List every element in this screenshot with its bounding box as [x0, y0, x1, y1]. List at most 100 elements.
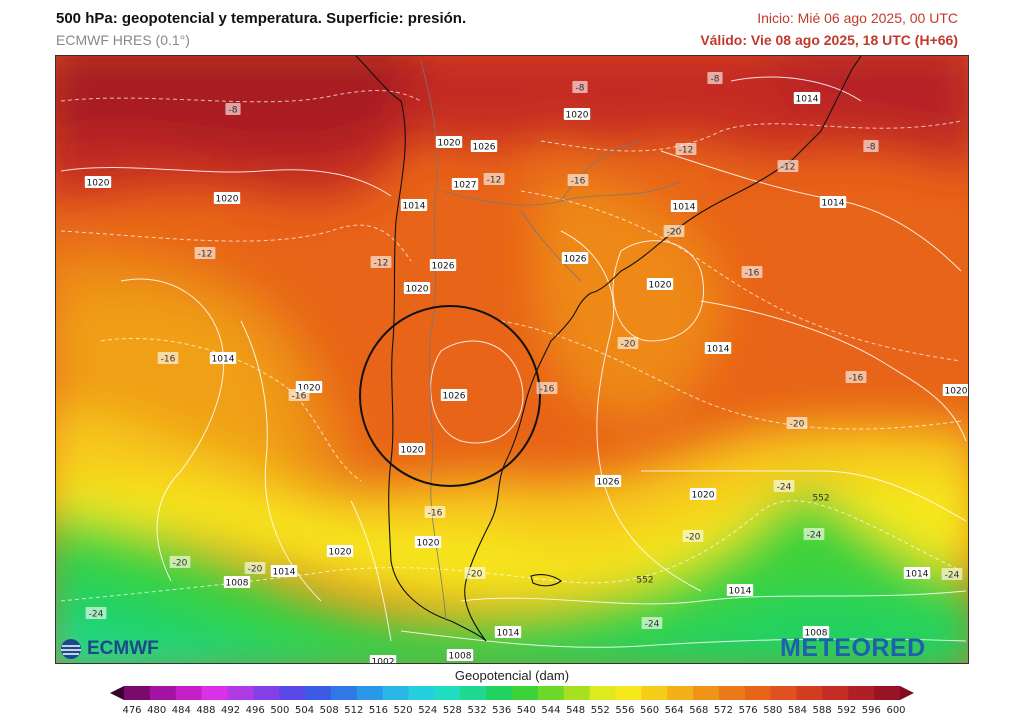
colorbar-arrow-left [110, 686, 124, 700]
isobar-labels: 1020 1020 1014 1020 1020 1008 1014 1002 1008 1014… [84, 92, 968, 663]
isotherm-label-bg [863, 140, 879, 152]
isobar-label: 1014 [673, 203, 696, 213]
isobar-label-bg [270, 565, 298, 577]
colorbar-arrow-right [900, 686, 914, 700]
colorbar-segment [356, 686, 384, 700]
isotherm-label-bg [288, 389, 310, 401]
colorbar-tick-label: 596 [861, 705, 881, 716]
isobar-label: 1014 [497, 629, 520, 639]
isobar-label-bg [793, 92, 821, 104]
colorbar-segment [589, 686, 616, 700]
isotherm-label: -24 [807, 531, 822, 541]
isotherm-label: -12 [679, 146, 694, 156]
isotherm-label-bg [157, 352, 179, 364]
colorbar-segment [874, 686, 901, 700]
colorbar-tick-label: 576 [738, 705, 758, 716]
isobar-label-bg [704, 342, 732, 354]
isobar-label-bg [369, 655, 397, 663]
isotherm-label: -12 [198, 250, 213, 260]
isotherm-label: -20 [790, 420, 805, 430]
geopotential-label: 552 [812, 494, 829, 504]
isotherm-label: -16 [745, 269, 760, 279]
colorbar-tick-label: 552 [590, 705, 610, 716]
isotherm-label-bg [169, 556, 191, 568]
colorbar-tick-label: 588 [812, 705, 832, 716]
colorbar-ticks: 476 480 484 488 492 496 500 504 508 512 516 520 524 5… [0, 705, 1024, 719]
isotherm-label-bg [572, 81, 588, 93]
isobar-label: 1014 [796, 95, 819, 105]
isotherm-label-bg [641, 617, 663, 629]
weather-map[interactable]: 1020 1020 1014 1020 1020 1008 1014 1002 1008 1014… [55, 55, 969, 664]
colorbar-tick-label: 580 [763, 705, 783, 716]
isotherm-label-bg [707, 72, 723, 84]
colorbar-segment [667, 686, 694, 700]
colorbar [110, 686, 914, 700]
isotherm-label: -16 [849, 374, 864, 384]
highlight-circle [359, 305, 541, 487]
colorbar-tick-label: 548 [566, 705, 586, 716]
isobar-label-bg [726, 584, 754, 596]
colorbar-tick-label: 532 [467, 705, 487, 716]
colorbar-segment [770, 686, 798, 700]
colorbar-tick-label: 524 [418, 705, 438, 716]
isobar-label: 1008 [226, 579, 249, 589]
colorbar-tick-label: 512 [344, 705, 364, 716]
isobar-label-bg [435, 136, 463, 148]
colorbar-tick-label: 504 [294, 705, 315, 716]
isotherm-label: -20 [667, 228, 682, 238]
isotherm-label-bg [675, 143, 697, 155]
isotherm-label: -16 [292, 392, 307, 402]
colorbar-segment [486, 686, 513, 700]
isotherm-label-bg [663, 225, 685, 237]
isotherm-label: -20 [686, 533, 701, 543]
isotherm-label-bg [617, 337, 639, 349]
valid-time: Válido: Vie 08 ago 2025, 18 UTC (H+66) [700, 32, 958, 48]
colorbar-segment [744, 686, 772, 700]
isobar-label-bg [440, 389, 468, 401]
meteored-logo: METEORED [780, 634, 926, 662]
temperature-labels: -8 -8 -8 -8 -12 -12 -12 -12 -12 -16 -16 -16 -16 -16 -1… [85, 72, 963, 630]
isobar-label: 1020 [438, 139, 461, 149]
meteored-logo-text: METEORED [780, 633, 926, 662]
isobar-label: 1020 [417, 539, 440, 549]
isobar-label: 1020 [216, 195, 239, 205]
colorbar-segment [796, 686, 823, 700]
colorbar-tick-label: 536 [492, 705, 512, 716]
colorbar-segment [124, 686, 151, 700]
colorbar-segment [175, 686, 203, 700]
isobar-label: 1026 [597, 478, 620, 488]
isotherm-label: -8 [867, 143, 876, 153]
colorbar-tick-label: 544 [541, 705, 561, 716]
isotherm-label: -16 [428, 509, 443, 519]
colorbar-segment [563, 686, 591, 700]
isotherm-label: -24 [89, 610, 104, 620]
colorbar-tick-label: 560 [640, 705, 660, 716]
isobar-label: 1026 [443, 392, 466, 402]
isobar-label: 1020 [649, 281, 672, 291]
isobar-label-bg [429, 259, 457, 271]
isobar-label: 1020 [406, 285, 429, 295]
init-time: Inicio: Mié 06 ago 2025, 00 UTC [757, 10, 958, 26]
colorbar-tick-label: 592 [837, 705, 857, 716]
isotherm-label: -24 [645, 620, 660, 630]
isobar-label: 1020 [692, 491, 715, 501]
isotherm-label: -12 [374, 259, 389, 269]
colorbar-tick-label: 520 [393, 705, 413, 716]
colorbar-segment [330, 686, 358, 700]
colorbar-title: Geopotencial (dam) [454, 668, 570, 683]
colorbar-tick-label: 476 [122, 705, 142, 716]
isobar-label: 1020 [298, 384, 321, 394]
isotherm-label-bg [786, 417, 808, 429]
isotherm-label: -16 [540, 385, 555, 395]
isobar-label-bg [903, 567, 931, 579]
colorbar-segment [718, 686, 746, 700]
isotherm-label-bg [682, 530, 704, 542]
isotherm-label: -20 [621, 340, 636, 350]
isotherm-label-bg [941, 568, 963, 580]
isotherm-label-bg [85, 607, 107, 619]
isobar-label-bg [494, 626, 522, 638]
isotherm-label: -20 [248, 565, 263, 575]
colorbar-segment [537, 686, 565, 700]
isobar-label: 1014 [403, 202, 426, 212]
colorbar-tick-label: 492 [221, 705, 241, 716]
